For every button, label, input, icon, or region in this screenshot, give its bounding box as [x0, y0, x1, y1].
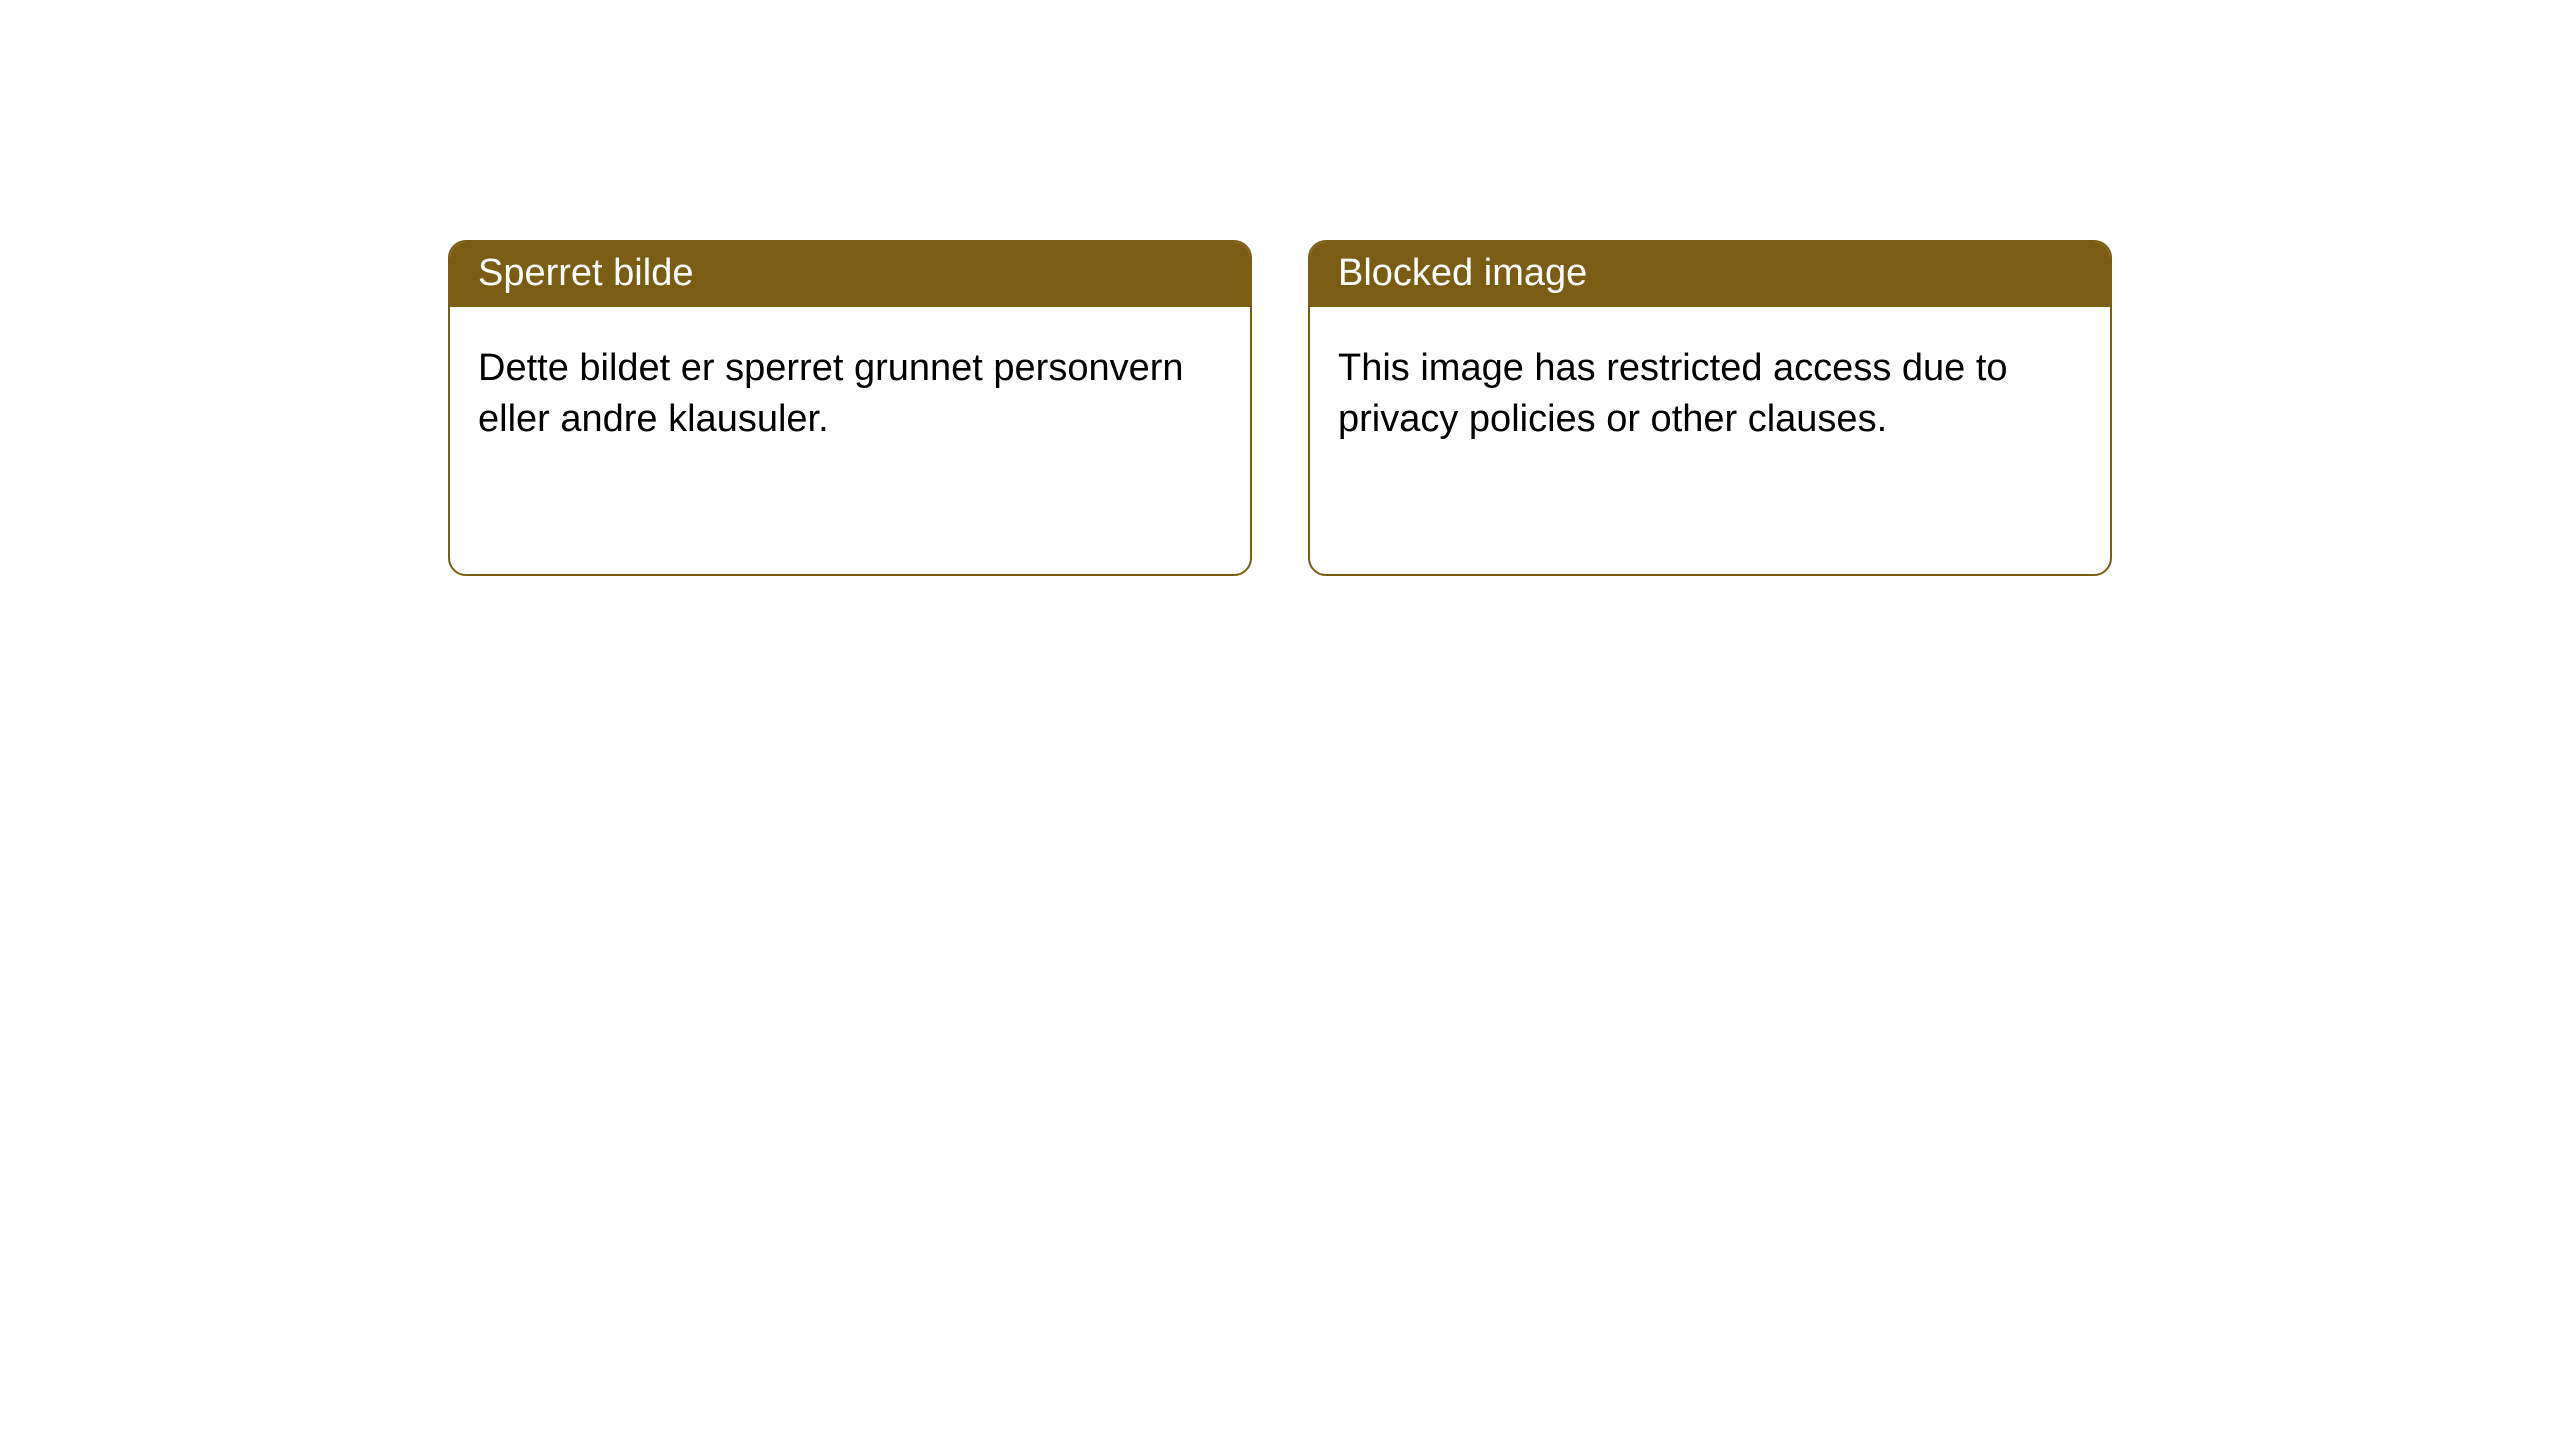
card-title: Sperret bilde — [478, 252, 693, 294]
card-body: Dette bildet er sperret grunnet personve… — [450, 307, 1250, 482]
card-body: This image has restricted access due to … — [1310, 307, 2110, 482]
card-body-text: This image has restricted access due to … — [1338, 347, 2008, 440]
card-header: Sperret bilde — [450, 242, 1250, 307]
notice-card-norwegian: Sperret bilde Dette bildet er sperret gr… — [448, 240, 1252, 576]
card-header: Blocked image — [1310, 242, 2110, 307]
card-title: Blocked image — [1338, 252, 1587, 294]
card-body-text: Dette bildet er sperret grunnet personve… — [478, 347, 1184, 440]
notice-cards-container: Sperret bilde Dette bildet er sperret gr… — [0, 0, 2560, 576]
notice-card-english: Blocked image This image has restricted … — [1308, 240, 2112, 576]
